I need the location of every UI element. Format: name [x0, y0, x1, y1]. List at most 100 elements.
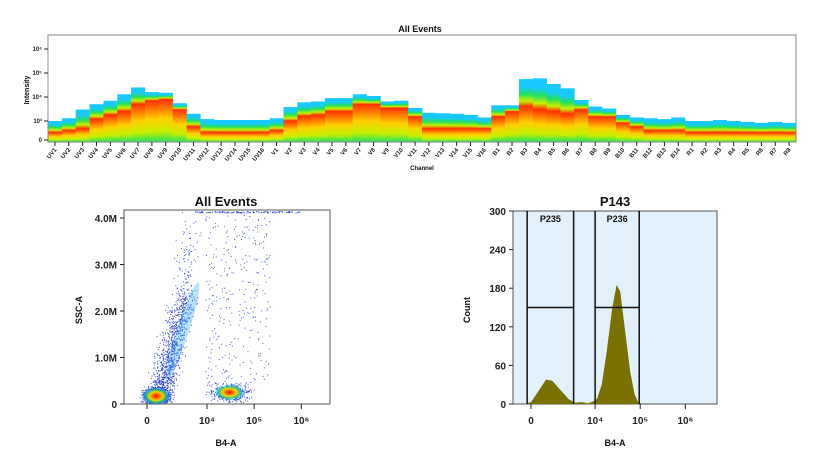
data-point	[163, 379, 165, 381]
data-point	[178, 358, 180, 360]
data-point	[169, 337, 171, 339]
data-point	[164, 370, 166, 372]
data-point	[175, 344, 177, 346]
data-point	[177, 349, 179, 351]
data-point	[166, 376, 168, 378]
data-point	[239, 384, 241, 386]
data-point	[261, 261, 263, 263]
data-point	[163, 341, 165, 343]
data-point	[245, 391, 247, 393]
data-point	[190, 275, 192, 277]
data-point	[229, 344, 231, 346]
data-point	[237, 212, 239, 214]
data-point	[177, 362, 179, 364]
data-point	[186, 288, 188, 290]
data-point	[184, 320, 186, 322]
data-point	[166, 388, 168, 390]
data-point	[226, 400, 228, 402]
spectrum-bar-UV6	[117, 94, 132, 142]
data-point	[223, 270, 225, 272]
data-point	[174, 341, 176, 343]
data-point	[211, 384, 213, 386]
data-point	[183, 294, 185, 296]
data-point	[255, 290, 257, 292]
data-point	[175, 353, 177, 355]
data-point	[191, 250, 193, 252]
data-point	[174, 347, 176, 349]
data-point	[176, 341, 178, 343]
data-point	[173, 321, 175, 323]
data-point	[172, 318, 174, 320]
data-point	[180, 301, 182, 303]
data-point	[175, 325, 177, 327]
data-point	[181, 338, 183, 340]
data-point	[172, 350, 174, 352]
channel-label: UV2	[60, 147, 73, 160]
data-point	[172, 321, 174, 323]
data-point	[181, 286, 183, 288]
data-point	[169, 398, 171, 400]
data-point	[205, 218, 207, 220]
data-point	[163, 376, 165, 378]
data-point	[221, 211, 223, 213]
data-point	[162, 380, 164, 382]
data-point	[159, 373, 161, 375]
data-point	[178, 349, 180, 351]
data-point	[175, 349, 177, 351]
data-point	[190, 305, 192, 307]
data-point	[173, 352, 175, 354]
data-point	[153, 380, 155, 382]
data-point	[240, 317, 242, 319]
data-point	[172, 362, 174, 364]
data-point	[188, 253, 190, 255]
data-point	[220, 308, 222, 310]
channel-label: V8	[368, 147, 378, 157]
data-point	[171, 402, 173, 404]
data-point	[172, 359, 174, 361]
data-point	[206, 211, 208, 213]
data-point	[257, 225, 259, 227]
channel-label: V3	[298, 147, 308, 157]
data-point	[169, 380, 171, 382]
data-point	[177, 321, 179, 323]
data-point	[174, 340, 176, 342]
data-point	[185, 224, 187, 226]
data-point	[173, 345, 175, 347]
data-point	[239, 400, 241, 402]
data-point	[179, 340, 181, 342]
y-tick-label: 0	[39, 138, 43, 144]
data-point	[174, 359, 176, 361]
data-point	[186, 328, 188, 330]
data-point	[166, 379, 168, 381]
data-point	[180, 318, 182, 320]
data-point	[158, 381, 160, 383]
data-point	[166, 369, 168, 371]
channel-label: B10	[615, 147, 627, 160]
data-point	[175, 328, 177, 330]
data-point	[157, 381, 159, 383]
data-point	[268, 256, 270, 258]
data-point	[244, 388, 246, 390]
data-point	[256, 227, 258, 229]
spectrum-bar-UV9	[158, 92, 173, 142]
channel-label: V16	[476, 147, 488, 160]
data-point	[215, 211, 217, 213]
data-point	[168, 357, 170, 359]
data-point	[208, 384, 210, 386]
data-point	[141, 397, 143, 399]
data-point	[279, 211, 281, 213]
data-point	[170, 324, 172, 326]
data-point	[168, 354, 170, 356]
y-tick-label: 240	[489, 246, 506, 257]
data-point	[240, 268, 242, 270]
data-point	[216, 212, 218, 214]
data-point	[227, 297, 229, 299]
data-point	[225, 212, 227, 214]
data-point	[206, 216, 208, 218]
data-point	[227, 236, 229, 238]
data-point	[210, 244, 212, 246]
data-point	[220, 275, 222, 277]
data-point	[171, 319, 173, 321]
data-point	[229, 401, 231, 403]
spectrum-bar-R2	[699, 121, 714, 142]
